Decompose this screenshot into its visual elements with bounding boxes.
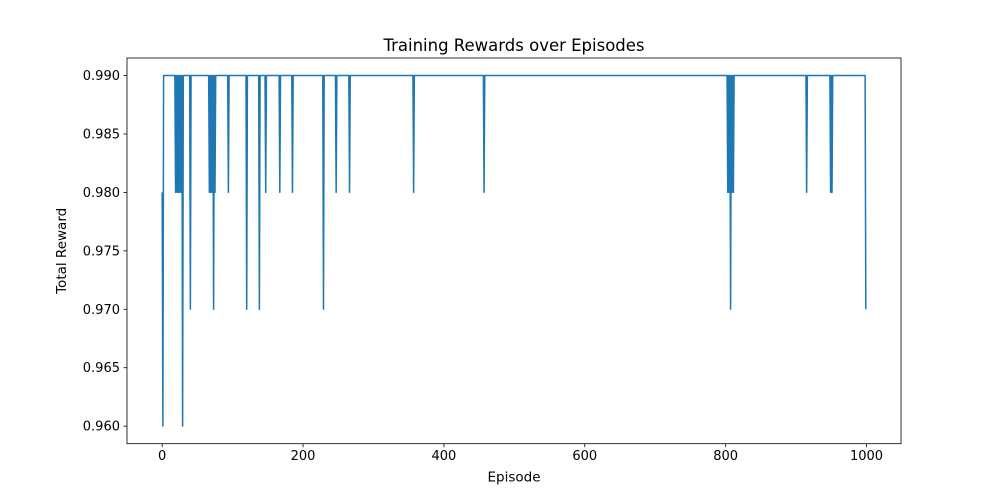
- x-tick-label: 600: [572, 449, 597, 464]
- x-tick-label: 200: [291, 449, 316, 464]
- x-tick-label: 400: [432, 449, 457, 464]
- x-tick-label: 1000: [850, 449, 883, 464]
- y-axis-ticks: 0.960 0.965 0.970 0.975 0.980 0.985 0.990: [83, 69, 127, 435]
- y-tick-label: 0.970: [83, 303, 120, 318]
- x-tick-label: 800: [713, 449, 738, 464]
- y-tick-label: 0.965: [83, 361, 120, 376]
- y-tick-label: 0.985: [83, 127, 120, 142]
- x-axis-ticks: 0 200 400 600 800 1000: [158, 443, 883, 464]
- axes-box: [126, 57, 902, 445]
- y-tick-label: 0.980: [83, 186, 120, 201]
- y-tick-label: 0.975: [83, 244, 120, 259]
- y-tick-label: 0.960: [83, 420, 120, 435]
- x-tick-label: 0: [158, 449, 166, 464]
- y-tick-label: 0.990: [83, 69, 120, 84]
- x-axis-label: Episode: [487, 470, 540, 486]
- chart-title: Training Rewards over Episodes: [382, 36, 644, 55]
- reward-line: [161, 74, 867, 427]
- y-axis-label: Total Reward: [54, 208, 70, 295]
